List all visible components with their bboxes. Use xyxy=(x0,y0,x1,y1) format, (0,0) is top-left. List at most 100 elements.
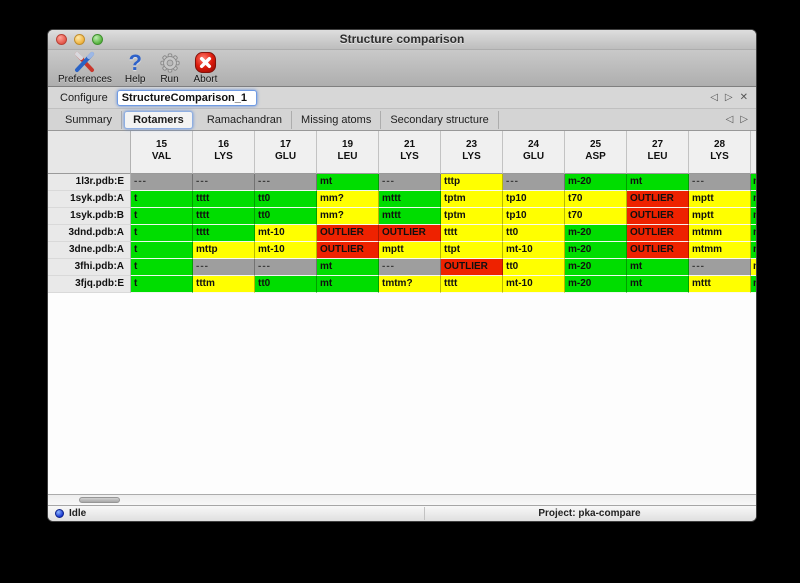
rotamer-cell[interactable]: tttt xyxy=(193,191,255,208)
rotamer-cell[interactable]: mt xyxy=(627,259,689,276)
tab-missing-atoms[interactable]: Missing atoms xyxy=(292,110,382,129)
rotamer-cell[interactable]: t xyxy=(131,242,193,259)
column-header-19[interactable]: 19 LEU xyxy=(317,131,379,174)
pane-close-icon[interactable]: ✕ xyxy=(739,92,748,103)
rotamer-cell[interactable]: t xyxy=(131,208,193,225)
horizontal-scrollbar-thumb[interactable] xyxy=(79,497,120,503)
rotamer-cell-clipped[interactable]: m xyxy=(751,242,756,259)
rotamer-cell[interactable]: tmtm? xyxy=(379,276,441,293)
rotamer-cell[interactable]: t xyxy=(131,191,193,208)
column-header-24[interactable]: 24 GLU xyxy=(503,131,565,174)
column-header-17[interactable]: 17 GLU xyxy=(255,131,317,174)
rotamer-cell[interactable]: --- xyxy=(689,174,751,191)
rotamer-cell[interactable]: --- xyxy=(193,174,255,191)
rotamer-cell[interactable]: tttt xyxy=(193,208,255,225)
row-label[interactable]: 3fjq.pdb:E xyxy=(48,276,131,293)
rotamer-cell[interactable]: --- xyxy=(379,259,441,276)
rotamer-cell[interactable]: OUTLIER xyxy=(441,259,503,276)
rotamer-cell[interactable]: mttp xyxy=(193,242,255,259)
rotamer-cell[interactable]: mptt xyxy=(379,242,441,259)
rotamer-cell[interactable]: t70 xyxy=(565,191,627,208)
rotamer-cell[interactable]: mttt xyxy=(689,276,751,293)
tab-next-icon[interactable]: ▷ xyxy=(740,114,748,125)
rotamer-cell[interactable]: mt xyxy=(317,174,379,191)
rotamer-cell[interactable]: mm? xyxy=(317,208,379,225)
rotamer-cell[interactable]: mtmm xyxy=(689,225,751,242)
rotamer-cell-clipped[interactable]: m xyxy=(751,276,756,293)
tab-summary[interactable]: Summary xyxy=(56,110,123,129)
rotamer-cell[interactable]: tttt xyxy=(441,225,503,242)
rotamer-cell[interactable]: --- xyxy=(255,174,317,191)
tab-secondary-structure[interactable]: Secondary structure xyxy=(381,110,499,129)
rotamer-cell[interactable]: tt0 xyxy=(255,191,317,208)
rotamer-cell-clipped[interactable]: m xyxy=(751,259,756,276)
rotamer-cell[interactable]: mptt xyxy=(689,191,751,208)
rotamer-cell[interactable]: --- xyxy=(255,259,317,276)
rotamer-cell[interactable]: tp10 xyxy=(503,191,565,208)
rotamer-cell[interactable]: mt xyxy=(317,259,379,276)
row-label[interactable]: 3dnd.pdb:A xyxy=(48,225,131,242)
rotamer-cell[interactable]: tt0 xyxy=(255,208,317,225)
column-header-16[interactable]: 16 LYS xyxy=(193,131,255,174)
rotamer-cell[interactable]: mt-10 xyxy=(255,225,317,242)
configuration-name-input[interactable] xyxy=(116,89,257,106)
column-header-27[interactable]: 27 LEU xyxy=(627,131,689,174)
rotamer-cell[interactable]: tptm xyxy=(441,191,503,208)
window-zoom-button[interactable] xyxy=(92,34,103,45)
rotamer-cell-clipped[interactable]: m xyxy=(751,225,756,242)
rotamer-cell[interactable]: OUTLIER xyxy=(317,225,379,242)
rotamer-cell[interactable]: OUTLIER xyxy=(317,242,379,259)
column-header-15[interactable]: 15 VAL xyxy=(131,131,193,174)
column-header-25[interactable]: 25 ASP xyxy=(565,131,627,174)
rotamer-cell[interactable]: m-20 xyxy=(565,225,627,242)
rotamer-cell[interactable]: mt-10 xyxy=(503,242,565,259)
rotamer-cell[interactable]: mt xyxy=(627,276,689,293)
rotamer-cell[interactable]: tt0 xyxy=(255,276,317,293)
rotamer-cell[interactable]: mm? xyxy=(317,191,379,208)
rotamer-cell[interactable]: t xyxy=(131,225,193,242)
rotamer-cell[interactable]: mt-10 xyxy=(255,242,317,259)
horizontal-scrollbar[interactable] xyxy=(48,494,756,505)
rotamer-cell[interactable]: tttt xyxy=(193,225,255,242)
rotamer-cell[interactable]: OUTLIER xyxy=(627,191,689,208)
rotamer-cell[interactable]: ttpt xyxy=(441,242,503,259)
rotamer-cell[interactable]: m-20 xyxy=(565,242,627,259)
column-header-23[interactable]: 23 LYS xyxy=(441,131,503,174)
rotamer-cell[interactable]: t xyxy=(131,259,193,276)
rotamer-cell[interactable]: --- xyxy=(689,259,751,276)
rotamer-cell[interactable]: m-20 xyxy=(565,276,627,293)
rotamer-cell[interactable]: --- xyxy=(131,174,193,191)
rotamer-cell[interactable]: tp10 xyxy=(503,208,565,225)
help-button[interactable]: ? Help xyxy=(125,51,146,85)
abort-button[interactable]: Abort xyxy=(194,51,217,85)
rotamer-cell[interactable]: t xyxy=(131,276,193,293)
pane-prev-icon[interactable]: ◁ xyxy=(710,92,718,103)
row-label[interactable]: 1syk.pdb:A xyxy=(48,191,131,208)
rotamer-cell[interactable]: tt0 xyxy=(503,259,565,276)
row-label[interactable]: 3fhi.pdb:A xyxy=(48,259,131,276)
tab-prev-icon[interactable]: ◁ xyxy=(725,114,734,125)
rotamer-cell[interactable]: mttt xyxy=(379,191,441,208)
rotamer-cell[interactable]: tttm xyxy=(193,276,255,293)
rotamer-cell[interactable]: OUTLIER xyxy=(627,225,689,242)
rotamer-cell[interactable]: --- xyxy=(193,259,255,276)
rotamer-cell[interactable]: OUTLIER xyxy=(379,225,441,242)
rotamer-cell[interactable]: mtmm xyxy=(689,242,751,259)
window-titlebar[interactable]: Structure comparison xyxy=(48,30,756,50)
rotamer-cell[interactable]: --- xyxy=(503,174,565,191)
rotamer-cell[interactable]: OUTLIER xyxy=(627,208,689,225)
row-label[interactable]: 1syk.pdb:B xyxy=(48,208,131,225)
rotamer-cell[interactable]: mttt xyxy=(379,208,441,225)
rotamer-cell[interactable]: t70 xyxy=(565,208,627,225)
rotamer-cell[interactable]: tt0 xyxy=(503,225,565,242)
rotamer-cell-clipped[interactable]: m xyxy=(751,174,756,191)
rotamer-cell[interactable]: m-20 xyxy=(565,174,627,191)
rotamer-cell[interactable]: tttp xyxy=(441,174,503,191)
rotamer-cell[interactable]: --- xyxy=(379,174,441,191)
row-label[interactable]: 3dne.pdb:A xyxy=(48,242,131,259)
rotamer-cell-clipped[interactable]: m xyxy=(751,191,756,208)
rotamer-cell[interactable]: OUTLIER xyxy=(627,242,689,259)
column-header-28[interactable]: 28 LYS xyxy=(689,131,751,174)
rotamer-cell[interactable]: tptm xyxy=(441,208,503,225)
rotamer-cell[interactable]: mt-10 xyxy=(503,276,565,293)
